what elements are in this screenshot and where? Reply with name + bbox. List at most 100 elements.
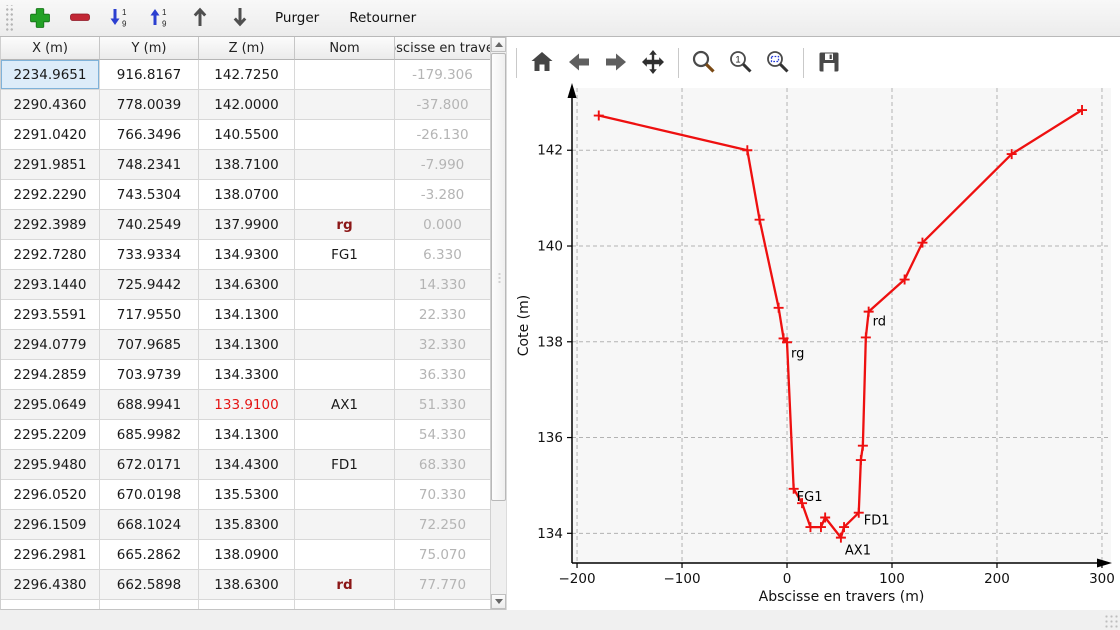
cell-y[interactable]: 707.9685: [100, 330, 199, 360]
cell-nom[interactable]: [295, 120, 395, 150]
cell-y[interactable]: 743.5304: [100, 180, 199, 210]
cell-x[interactable]: 2293.5591: [1, 300, 100, 330]
plot-area[interactable]: [572, 88, 1111, 563]
cell-z[interactable]: 134.1300: [199, 300, 295, 330]
scroll-down-button[interactable]: [491, 594, 506, 609]
cell-absc[interactable]: 6.330: [395, 240, 491, 270]
chart-save-button[interactable]: [814, 47, 844, 79]
scroll-up-button[interactable]: [491, 37, 506, 52]
cell-nom[interactable]: FD1: [295, 450, 395, 480]
cell-nom[interactable]: [295, 330, 395, 360]
cell-absc[interactable]: 54.330: [395, 420, 491, 450]
cell-y[interactable]: 733.9334: [100, 240, 199, 270]
cell-x[interactable]: 2291.0420: [1, 120, 100, 150]
cell-z[interactable]: 134.1300: [199, 420, 295, 450]
cell-absc[interactable]: 0.000: [395, 210, 491, 240]
cell-z[interactable]: 138.6300: [199, 570, 295, 600]
cell-z[interactable]: 135.5300: [199, 480, 295, 510]
cell-absc[interactable]: 68.330: [395, 450, 491, 480]
cell-absc[interactable]: 70.330: [395, 480, 491, 510]
cell-y[interactable]: 685.9982: [100, 420, 199, 450]
move-down-button[interactable]: [225, 3, 255, 33]
retourner-button[interactable]: Retourner: [339, 3, 426, 33]
cell-y[interactable]: 703.9739: [100, 360, 199, 390]
cell-z[interactable]: 142.7250: [199, 60, 295, 90]
profile-chart[interactable]: −200 −100 0 100 200 300 134 136 138 140 142 Absciss…: [507, 37, 1120, 610]
cell-nom[interactable]: [295, 480, 395, 510]
cell-z[interactable]: 135.8300: [199, 510, 295, 540]
scrollbar-thumb[interactable]: [491, 53, 506, 501]
cell-x[interactable]: 2293.1440: [1, 270, 100, 300]
cell-absc[interactable]: 77.770: [395, 570, 491, 600]
cell-nom[interactable]: [295, 150, 395, 180]
toolbar-grip[interactable]: [4, 5, 13, 31]
cell-z[interactable]: 134.9300: [199, 240, 295, 270]
cell-y[interactable]: 748.2341: [100, 150, 199, 180]
window-resize-grip[interactable]: [1104, 614, 1118, 628]
chart-zoom-original-button[interactable]: 1: [726, 47, 756, 79]
cell-y[interactable]: 778.0039: [100, 90, 199, 120]
cell-y[interactable]: 725.9442: [100, 270, 199, 300]
cell-x[interactable]: 2292.3989: [1, 210, 100, 240]
cell-absc[interactable]: 72.250: [395, 510, 491, 540]
cell-x[interactable]: 2292.7280: [1, 240, 100, 270]
cell-x[interactable]: 2292.2290: [1, 180, 100, 210]
chart-back-button[interactable]: [564, 47, 594, 79]
add-point-button[interactable]: [25, 3, 55, 33]
purge-button[interactable]: Purger: [265, 3, 329, 33]
cell-nom[interactable]: rd: [295, 570, 395, 600]
cell-absc[interactable]: 36.330: [395, 360, 491, 390]
cell-nom[interactable]: [295, 90, 395, 120]
cell-x[interactable]: 2296.4380: [1, 570, 100, 600]
chart-forward-button[interactable]: [601, 47, 631, 79]
cell-x[interactable]: 2295.2209: [1, 420, 100, 450]
cell-z[interactable]: 140.5500: [199, 120, 295, 150]
cell-x[interactable]: 2234.9651: [1, 60, 100, 90]
cell-absc[interactable]: -37.800: [395, 90, 491, 120]
cell-z[interactable]: 138.0900: [199, 540, 295, 570]
cell-z[interactable]: 134.1300: [199, 330, 295, 360]
cell-nom[interactable]: [295, 60, 395, 90]
cell-z[interactable]: 138.0700: [199, 180, 295, 210]
cell-z[interactable]: 134.6300: [199, 270, 295, 300]
cell-absc[interactable]: 75.070: [395, 540, 491, 570]
column-header-x[interactable]: X (m): [1, 37, 100, 60]
cell-y[interactable]: 672.0171: [100, 450, 199, 480]
cell-z[interactable]: 142.0000: [199, 90, 295, 120]
cell-absc[interactable]: -3.280: [395, 180, 491, 210]
cell-y[interactable]: 670.0198: [100, 480, 199, 510]
move-up-button[interactable]: [185, 3, 215, 33]
column-header-y[interactable]: Y (m): [100, 37, 199, 60]
cell-y[interactable]: 717.9550: [100, 300, 199, 330]
remove-point-button[interactable]: [65, 3, 95, 33]
chart-zoom-button[interactable]: [689, 47, 719, 79]
cell-absc[interactable]: 14.330: [395, 270, 491, 300]
cell-nom[interactable]: [295, 300, 395, 330]
cell-y[interactable]: 766.3496: [100, 120, 199, 150]
column-header-abscisse[interactable]: Abscisse en travers: [395, 37, 491, 60]
chart-pan-button[interactable]: [638, 47, 668, 79]
chart-home-button[interactable]: [527, 47, 557, 79]
cell-x[interactable]: 2296.2981: [1, 540, 100, 570]
cell-z[interactable]: 137.9900: [199, 210, 295, 240]
column-header-z[interactable]: Z (m): [199, 37, 295, 60]
cell-nom[interactable]: [295, 270, 395, 300]
cell-y[interactable]: 916.8167: [100, 60, 199, 90]
cell-x[interactable]: 2295.9480: [1, 450, 100, 480]
cell-nom[interactable]: [295, 420, 395, 450]
cell-z[interactable]: 133.9100: [199, 390, 295, 420]
cell-z[interactable]: 138.7100: [199, 150, 295, 180]
cell-nom[interactable]: AX1: [295, 390, 395, 420]
cell-y[interactable]: 740.2549: [100, 210, 199, 240]
chart-zoom-region-button[interactable]: [763, 47, 793, 79]
cell-absc[interactable]: 51.330: [395, 390, 491, 420]
table-vertical-scrollbar[interactable]: [490, 37, 506, 609]
cell-absc[interactable]: -179.306: [395, 60, 491, 90]
cell-x[interactable]: 2294.0779: [1, 330, 100, 360]
cell-x[interactable]: 2290.4360: [1, 90, 100, 120]
cell-z[interactable]: 134.3300: [199, 360, 295, 390]
cell-x[interactable]: 2291.9851: [1, 150, 100, 180]
cell-y[interactable]: 668.1024: [100, 510, 199, 540]
cell-absc[interactable]: -26.130: [395, 120, 491, 150]
